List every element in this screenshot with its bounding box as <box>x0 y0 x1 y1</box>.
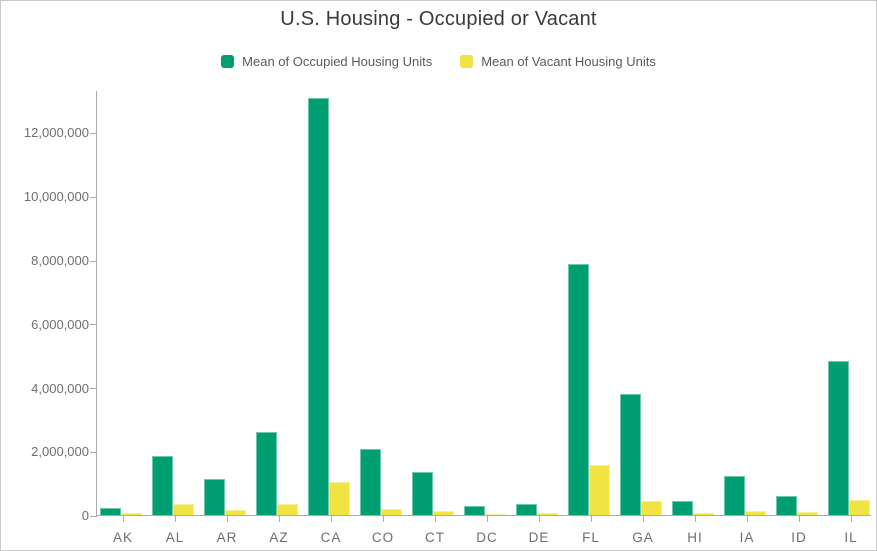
bar-occupied-co[interactable] <box>360 449 381 515</box>
y-axis-label: 8,000,000 <box>31 253 89 268</box>
x-axis-label-al: AL <box>165 530 185 545</box>
x-axis-label-hi: HI <box>687 530 703 545</box>
x-axis-tick <box>694 516 696 522</box>
y-axis-tick <box>90 451 97 453</box>
bar-occupied-ak[interactable] <box>100 508 121 515</box>
x-axis-tick <box>590 516 592 522</box>
x-axis-tick <box>538 516 540 522</box>
chart-title: U.S. Housing - Occupied or Vacant <box>280 8 597 30</box>
x-axis-label-il: IL <box>844 530 858 545</box>
y-axis-label: 10,000,000 <box>23 189 89 205</box>
x-axis-tick <box>330 516 332 522</box>
legend-item-occupied[interactable]: Mean of Occupied Housing Units <box>221 54 432 69</box>
x-axis-tick <box>850 516 852 522</box>
bar-vacant-hi[interactable] <box>693 513 714 515</box>
x-axis-tick <box>122 516 124 522</box>
bar-occupied-de[interactable] <box>516 504 537 515</box>
y-axis-tick <box>90 324 97 326</box>
bar-occupied-al[interactable] <box>152 456 173 515</box>
x-axis-label-de: DE <box>528 530 550 545</box>
bar-vacant-ar[interactable] <box>225 510 246 515</box>
plot-area: 0 2,000,000 4,000,000 6,000,000 8,000,000 10,… <box>24 91 871 545</box>
bar-occupied-ia[interactable] <box>724 476 745 515</box>
x-axis-label-fl: FL <box>582 530 600 545</box>
y-axis-label: 2,000,000 <box>31 444 89 460</box>
x-axis-label-az: AZ <box>269 530 289 545</box>
x-axis-label-dc: DC <box>476 530 498 545</box>
x-axis-label-ak: AK <box>112 530 133 545</box>
x-axis-tick <box>434 516 436 522</box>
y-axis-label: 4,000,000 <box>31 380 89 396</box>
y-axis-tick <box>90 515 97 517</box>
x-axis-label-co: CO <box>371 530 395 545</box>
bar-occupied-ga[interactable] <box>620 394 641 515</box>
bar-occupied-az[interactable] <box>256 432 277 515</box>
bar-vacant-ak[interactable] <box>121 513 142 515</box>
bar-vacant-fl[interactable] <box>589 465 610 515</box>
y-axis-tick <box>90 260 97 262</box>
x-axis-tick <box>746 516 748 522</box>
x-axis-tick <box>382 516 384 522</box>
x-axis-label-ca: CA <box>320 530 342 545</box>
occupied-swatch-icon <box>221 55 235 68</box>
vacant-swatch-icon <box>460 55 474 68</box>
x-axis-tick <box>798 516 800 522</box>
bar-vacant-al[interactable] <box>173 504 194 515</box>
bar-occupied-ca[interactable] <box>308 98 329 515</box>
bar-vacant-il[interactable] <box>849 500 870 515</box>
y-axis-label: 0 <box>81 508 89 523</box>
bar-vacant-dc[interactable] <box>485 514 506 515</box>
y-axis-tick <box>90 196 97 198</box>
x-axis-label-ct: CT <box>425 530 445 545</box>
legend-label-vacant: Mean of Vacant Housing Units <box>481 54 656 69</box>
bar-vacant-ga[interactable] <box>641 501 662 515</box>
bar-occupied-fl[interactable] <box>568 264 589 515</box>
y-axis-tick <box>90 132 97 134</box>
x-axis-label-ga: GA <box>632 530 654 545</box>
bar-vacant-id[interactable] <box>797 512 818 515</box>
legend-item-vacant[interactable]: Mean of Vacant Housing Units <box>460 54 656 69</box>
x-axis-tick <box>174 516 176 522</box>
bar-vacant-ca[interactable] <box>329 482 350 515</box>
y-axis-label: 12,000,000 <box>23 125 89 141</box>
x-axis-tick <box>642 516 644 522</box>
bar-occupied-ar[interactable] <box>204 479 225 515</box>
bar-occupied-id[interactable] <box>776 496 797 515</box>
bar-occupied-il[interactable] <box>828 361 849 515</box>
x-axis-tick <box>486 516 488 522</box>
bar-occupied-ct[interactable] <box>412 472 433 515</box>
bar-vacant-co[interactable] <box>381 509 402 515</box>
x-axis-tick <box>226 516 228 522</box>
x-axis-tick <box>278 516 280 522</box>
bar-vacant-ct[interactable] <box>433 511 454 515</box>
legend: Mean of Occupied Housing Units Mean of V… <box>1 54 876 69</box>
bar-vacant-az[interactable] <box>277 504 298 515</box>
bar-occupied-dc[interactable] <box>464 506 485 515</box>
x-axis-label-ar: AR <box>216 530 238 545</box>
x-axis-label-ia: IA <box>739 530 755 545</box>
bar-vacant-ia[interactable] <box>745 511 766 515</box>
x-axis-label-id: ID <box>791 530 807 545</box>
y-axis-tick <box>90 388 97 389</box>
bar-occupied-hi[interactable] <box>672 501 693 515</box>
y-axis-label: 6,000,000 <box>31 316 89 332</box>
bar-vacant-de[interactable] <box>537 513 558 515</box>
legend-label-occupied: Mean of Occupied Housing Units <box>242 54 433 69</box>
